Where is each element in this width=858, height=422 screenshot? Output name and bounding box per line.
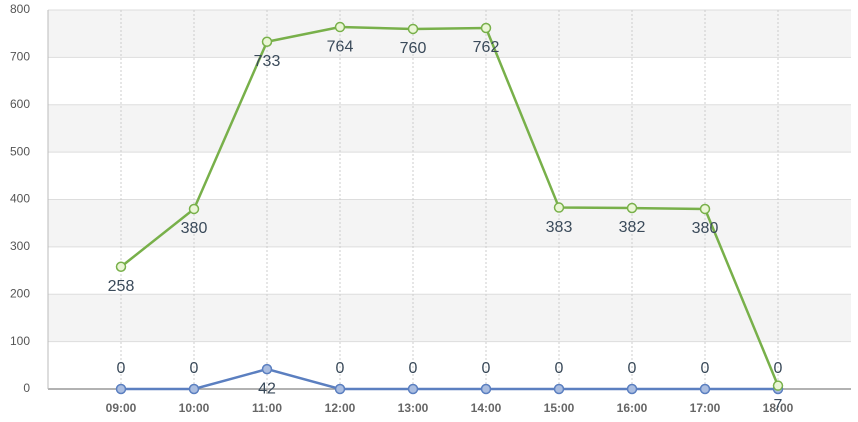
data-label: 258 (108, 278, 135, 295)
point (699, 383, 711, 395)
plot-band (48, 294, 851, 342)
point (772, 380, 784, 391)
point (407, 383, 419, 395)
plot-band (48, 199, 851, 247)
x-tick-label: 16:00 (617, 401, 648, 415)
point (626, 202, 638, 214)
data-label: 383 (546, 219, 573, 236)
data-label: 0 (701, 360, 710, 377)
x-tick-label: 18:00 (763, 401, 794, 415)
point (188, 203, 200, 215)
point (261, 363, 273, 375)
y-tick-label: 0 (23, 381, 30, 395)
x-tick-label: 17:00 (690, 401, 721, 415)
y-tick-label: 800 (10, 2, 30, 16)
data-label: 0 (336, 360, 345, 377)
y-tick-label: 100 (10, 334, 30, 348)
point (480, 383, 492, 395)
y-tick-label: 700 (10, 50, 30, 64)
data-label: 42 (258, 380, 276, 397)
data-label: 760 (400, 40, 427, 57)
data-label: 0 (555, 360, 564, 377)
data-label: 762 (473, 39, 500, 56)
data-label: 380 (181, 220, 208, 237)
y-tick-label: 200 (10, 286, 30, 300)
y-tick-label: 400 (10, 192, 30, 206)
point (334, 383, 346, 395)
data-label: 380 (692, 220, 719, 237)
point (115, 261, 127, 273)
x-tick-label: 13:00 (398, 401, 429, 415)
point (480, 22, 492, 34)
data-label: 0 (482, 360, 491, 377)
series-line (121, 367, 778, 391)
x-tick-label: 10:00 (179, 401, 210, 415)
point (553, 202, 565, 213)
data-label: 0 (774, 360, 783, 377)
data-label: 764 (327, 38, 354, 55)
data-label: 733 (254, 53, 281, 70)
data-label: 0 (190, 360, 199, 377)
point (407, 23, 419, 35)
x-tick-label: 14:00 (471, 401, 502, 415)
series-line (120, 25, 780, 387)
plot-band (48, 104, 851, 153)
x-tick-label: 11:00 (252, 401, 282, 415)
data-label: 7 (774, 397, 783, 414)
y-tick-label: 500 (10, 144, 30, 158)
point (115, 383, 127, 395)
plot-band (48, 10, 851, 58)
x-tick-label: 09:00 (106, 401, 137, 415)
x-tick-label: 12:00 (325, 401, 356, 415)
data-label: 0 (117, 360, 126, 377)
point (334, 21, 346, 33)
point (261, 36, 273, 47)
point (553, 383, 565, 395)
point (188, 383, 200, 395)
y-tick-label: 600 (10, 97, 30, 111)
point (699, 203, 711, 215)
point (626, 383, 638, 395)
data-label: 0 (409, 360, 418, 377)
data-label: 382 (619, 219, 646, 236)
data-label: 0 (628, 360, 637, 377)
x-tick-label: 15:00 (544, 401, 575, 415)
y-tick-label: 300 (10, 239, 30, 253)
